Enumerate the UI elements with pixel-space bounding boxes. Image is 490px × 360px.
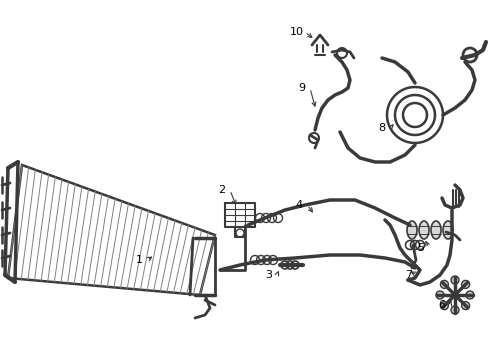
Ellipse shape	[431, 221, 441, 239]
Circle shape	[451, 276, 459, 284]
Circle shape	[441, 302, 448, 310]
Circle shape	[451, 306, 459, 314]
Text: 2: 2	[219, 185, 225, 195]
Circle shape	[462, 302, 469, 310]
Text: 7: 7	[405, 270, 413, 280]
Circle shape	[466, 291, 474, 299]
Ellipse shape	[419, 221, 429, 239]
Ellipse shape	[443, 221, 453, 239]
Text: 1: 1	[136, 255, 143, 265]
Circle shape	[462, 280, 469, 288]
Text: 4: 4	[295, 200, 302, 210]
Circle shape	[436, 291, 444, 299]
Text: 9: 9	[298, 83, 306, 93]
Text: 6: 6	[439, 300, 445, 310]
Text: 5: 5	[417, 243, 424, 253]
Ellipse shape	[407, 221, 417, 239]
Text: 3: 3	[266, 270, 272, 280]
Text: 10: 10	[290, 27, 304, 37]
Text: 8: 8	[378, 123, 386, 133]
Circle shape	[441, 280, 448, 288]
